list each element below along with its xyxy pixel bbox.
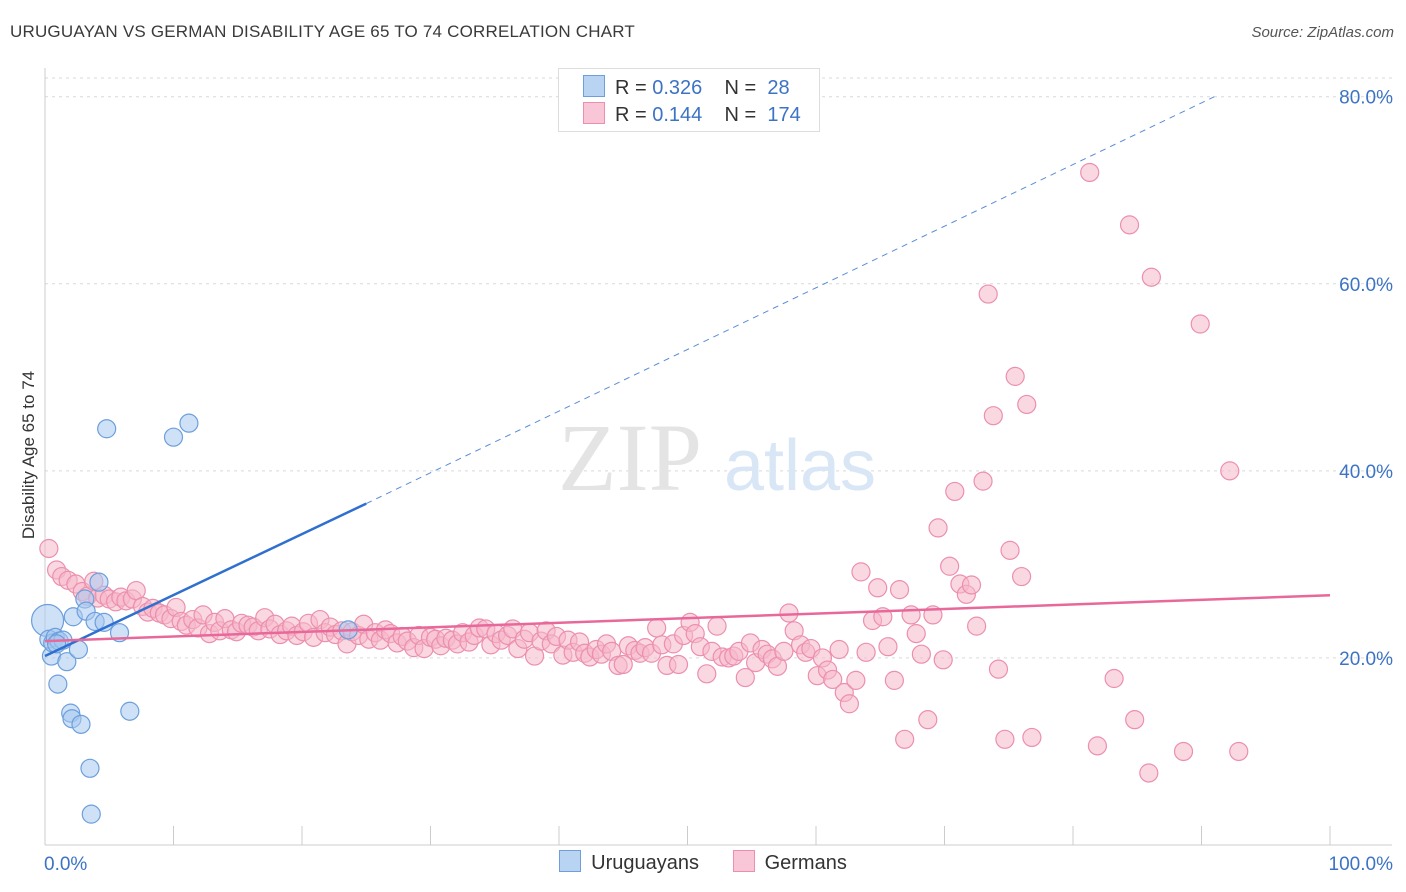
data-point-germans <box>918 710 938 730</box>
data-point-germans <box>911 644 931 664</box>
data-point-uruguayans <box>48 674 68 694</box>
data-point-germans <box>995 729 1015 749</box>
data-point-germans <box>1190 314 1210 334</box>
data-point-germans <box>126 580 146 601</box>
data-point-uruguayans <box>81 804 101 824</box>
x-tick-label: 0.0% <box>44 854 87 875</box>
data-point-germans <box>983 406 1003 426</box>
data-point-germans <box>1139 763 1159 783</box>
data-point-germans <box>889 580 910 600</box>
data-point-germans <box>1104 668 1124 689</box>
data-point-germans <box>878 637 898 657</box>
legend-swatch-uruguayans <box>583 75 605 97</box>
data-point-germans <box>901 605 921 625</box>
data-point-germans <box>868 578 888 598</box>
data-point-germans <box>967 616 987 636</box>
series-legend: Uruguayans Germans <box>0 850 1406 875</box>
data-point-germans <box>928 518 948 538</box>
data-point-germans <box>945 481 965 502</box>
data-point-germans <box>961 575 982 595</box>
r-label: R = <box>615 77 647 99</box>
n-label: N = <box>724 104 757 126</box>
legend-row-uruguayans: R = 0.326 N = 28 <box>583 75 790 101</box>
data-point-germans <box>973 471 993 491</box>
data-point-germans <box>1220 461 1240 481</box>
r-value: 0.326 <box>652 77 703 99</box>
data-point-germans <box>774 641 794 661</box>
germans-points <box>39 162 1249 783</box>
data-point-uruguayans <box>163 427 184 447</box>
grid-lines <box>45 77 1392 659</box>
data-point-germans <box>613 654 633 675</box>
y-axis-label: Disability Age 65 to 74 <box>19 371 38 539</box>
trend-line-uruguayans <box>44 502 367 658</box>
trend-line-germans <box>44 594 1331 643</box>
data-point-uruguayans <box>80 758 100 778</box>
data-point-germans <box>1173 741 1194 762</box>
data-point-germans <box>1011 566 1032 587</box>
data-point-germans <box>856 642 876 662</box>
data-point-germans <box>1022 727 1042 748</box>
data-point-uruguayans <box>89 572 109 592</box>
legend-item-germans: Germans <box>732 850 847 875</box>
data-point-germans <box>1000 540 1020 560</box>
data-point-germans <box>906 624 926 644</box>
legend-item-uruguayans: Uruguayans <box>559 850 699 875</box>
data-point-germans <box>1017 394 1037 415</box>
legend-swatch-germans <box>583 102 605 124</box>
data-point-germans <box>697 664 717 684</box>
data-point-uruguayans <box>120 701 140 721</box>
data-point-germans <box>829 639 849 660</box>
data-point-germans <box>940 556 960 576</box>
data-point-germans <box>647 618 667 638</box>
data-point-germans <box>978 284 998 304</box>
data-point-germans <box>823 669 843 690</box>
data-point-germans <box>1080 162 1100 183</box>
data-point-germans <box>846 670 866 690</box>
data-point-germans <box>1229 741 1249 762</box>
watermark-atlas: atlas <box>724 426 876 506</box>
trend-lines <box>44 96 1331 658</box>
data-point-germans <box>839 694 860 714</box>
data-point-germans <box>1087 736 1108 756</box>
data-point-germans <box>1119 215 1140 235</box>
data-point-germans <box>851 562 871 582</box>
data-point-germans <box>1125 710 1145 730</box>
y-tick-label: 20.0% <box>1339 649 1393 670</box>
data-point-germans <box>895 729 915 749</box>
data-point-germans <box>884 670 904 690</box>
data-point-germans <box>988 659 1009 679</box>
data-point-germans <box>1005 366 1025 386</box>
r-label: R = <box>615 104 647 126</box>
data-point-uruguayans <box>71 714 91 734</box>
data-point-germans <box>668 654 689 675</box>
source-label: Source: ZipAtlas.com <box>1251 24 1394 41</box>
n-value: 28 <box>767 77 790 99</box>
y-tick-label: 80.0% <box>1339 88 1393 109</box>
data-point-uruguayans <box>179 413 199 433</box>
axes <box>44 68 1392 846</box>
n-label: N = <box>724 77 757 99</box>
watermark-zip: ZIP <box>558 404 702 511</box>
y-tick-label: 40.0% <box>1339 462 1393 483</box>
chart-title: URUGUAYAN VS GERMAN DISABILITY AGE 65 TO… <box>10 22 635 41</box>
data-point-uruguayans <box>97 419 117 439</box>
axis-labels: 20.0% 40.0% 60.0% 80.0% 0.0% 100.0% Disability… <box>19 88 1393 875</box>
data-point-germans <box>933 650 953 670</box>
data-point-germans <box>39 538 59 559</box>
x-tick-label: 100.0% <box>1329 854 1394 875</box>
data-point-germans <box>707 616 727 636</box>
data-point-germans <box>1141 267 1161 287</box>
stats-legend: R = 0.326 N = 28 R = 0.144 N = 174 <box>558 68 820 132</box>
watermark: ZIP atlas <box>558 404 876 511</box>
data-point-uruguayans <box>57 652 77 672</box>
n-value: 174 <box>767 104 801 126</box>
legend-row-germans: R = 0.144 N = 174 <box>583 102 801 128</box>
data-point-germans <box>735 667 755 688</box>
trend-line-uruguayans-extension <box>366 96 1215 505</box>
r-value: 0.144 <box>652 104 703 126</box>
data-point-germans <box>779 603 799 623</box>
y-tick-label: 60.0% <box>1339 275 1393 296</box>
